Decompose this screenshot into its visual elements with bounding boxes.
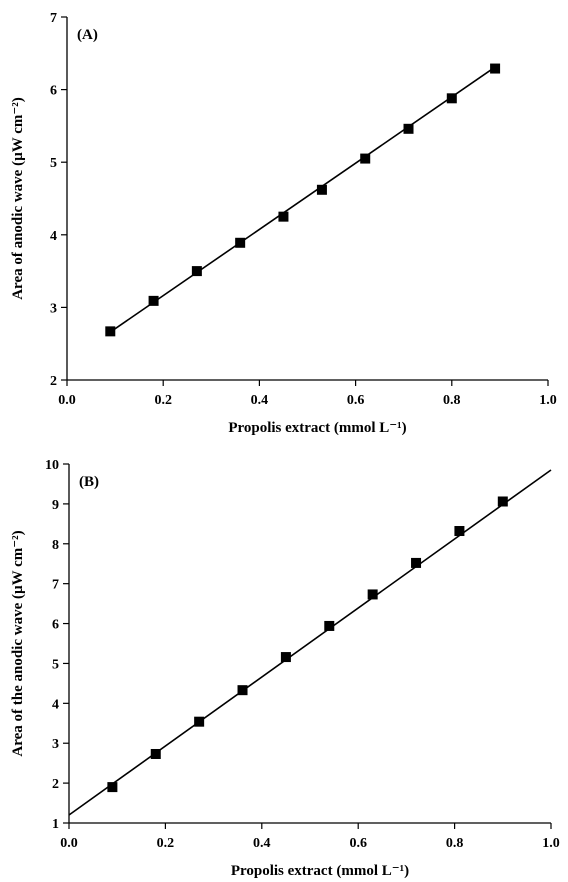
y-tick-label: 9: [52, 498, 59, 513]
data-point: [497, 496, 508, 507]
y-tick-label: 7: [52, 578, 59, 593]
x-tick-label: 1.0: [542, 836, 560, 851]
x-tick-label: 0.2: [157, 836, 175, 851]
data-point: [367, 589, 378, 600]
y-tick-label: 2: [52, 777, 59, 792]
data-point: [454, 526, 465, 537]
y-tick-label: 4: [50, 229, 57, 244]
data-point: [280, 652, 291, 663]
data-point: [105, 326, 116, 337]
data-point: [107, 782, 118, 793]
x-tick-label: 0.4: [251, 393, 269, 408]
data-point: [278, 211, 289, 222]
data-point: [490, 63, 501, 74]
data-point: [191, 266, 202, 277]
y-tick-label: 2: [50, 374, 57, 389]
x-tick-label: 0.6: [347, 393, 365, 408]
fit-line: [109, 66, 496, 333]
x-axis-title: Propolis extract (mmol L⁻¹): [231, 863, 409, 879]
data-point: [403, 123, 414, 134]
y-axis-title: Area of anodic wave (µW cm⁻²): [10, 97, 26, 300]
panel-label: (A): [77, 27, 98, 43]
fit-line: [68, 469, 552, 816]
y-tick-label: 5: [50, 156, 57, 171]
y-axis-title: Area of the anodic wave (µW cm⁻²): [10, 530, 26, 756]
panel-label: (B): [79, 474, 99, 490]
data-point: [316, 184, 327, 195]
x-tick-label: 0.0: [60, 836, 78, 851]
y-tick-label: 7: [50, 11, 57, 26]
data-point: [411, 557, 422, 568]
y-tick-label: 8: [52, 538, 59, 553]
data-point: [150, 748, 161, 759]
y-tick-label: 10: [45, 458, 59, 473]
y-tick-label: 6: [50, 84, 57, 99]
data-point: [360, 153, 371, 164]
data-point: [324, 620, 335, 631]
data-point: [148, 295, 159, 306]
y-tick-label: 1: [52, 817, 59, 832]
y-tick-label: 5: [52, 657, 59, 672]
panel-a: 0.0 0.2 0.4 0.6 0.8 1.0 2 3 4 5 6 7 Propolis extract…: [10, 11, 557, 436]
x-tick-label: 0.6: [349, 836, 367, 851]
x-axis-title: Propolis extract (mmol L⁻¹): [228, 420, 406, 436]
x-tick-label: 0.0: [58, 393, 76, 408]
data-point: [237, 685, 248, 696]
x-tick-label: 0.8: [446, 836, 464, 851]
x-tick-label: 0.4: [253, 836, 271, 851]
y-tick-label: 3: [52, 737, 59, 752]
data-point: [194, 716, 205, 727]
x-tick-label: 0.8: [443, 393, 461, 408]
y-tick-label: 6: [52, 618, 59, 633]
y-tick-label: 4: [52, 697, 59, 712]
data-point: [235, 237, 246, 248]
panel-b: 0.0 0.2 0.4 0.6 0.8 1.0 1 2 3 4 5 6 7 8 9 10 Propolis ex…: [10, 458, 560, 879]
data-point: [446, 93, 457, 104]
x-tick-label: 1.0: [539, 393, 557, 408]
y-tick-label: 3: [50, 301, 57, 316]
x-tick-label: 0.2: [154, 393, 172, 408]
